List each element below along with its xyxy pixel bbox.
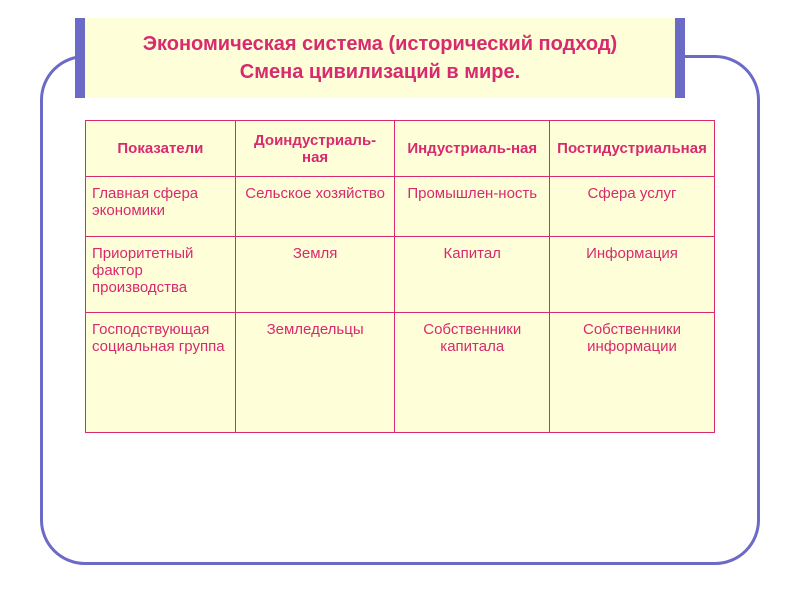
cell: Сфера услуг (550, 177, 715, 237)
header-preindustrial: Доиндустриаль-ная (235, 121, 395, 177)
row-label: Главная сфера экономики (86, 177, 236, 237)
cell: Земледельцы (235, 313, 395, 433)
header-industrial: Индустриаль-ная (395, 121, 550, 177)
civilizations-table: Показатели Доиндустриаль-ная Индустриаль… (85, 120, 715, 433)
table-header-row: Показатели Доиндустриаль-ная Индустриаль… (86, 121, 715, 177)
cell: Информация (550, 237, 715, 313)
title-box: Экономическая система (исторический подх… (75, 18, 685, 98)
row-label: Приоритетный фактор производства (86, 237, 236, 313)
table-row: Господствующая социальная группа Земледе… (86, 313, 715, 433)
cell: Промышлен-ность (395, 177, 550, 237)
header-postindustrial: Постидустриальная (550, 121, 715, 177)
title-line-2: Смена цивилизаций в мире. (240, 58, 520, 86)
table-row: Главная сфера экономики Сельское хозяйст… (86, 177, 715, 237)
header-indicators: Показатели (86, 121, 236, 177)
row-label: Господствующая социальная группа (86, 313, 236, 433)
cell: Земля (235, 237, 395, 313)
table-row: Приоритетный фактор производства Земля К… (86, 237, 715, 313)
cell: Собственники информации (550, 313, 715, 433)
cell: Собственники капитала (395, 313, 550, 433)
cell: Сельское хозяйство (235, 177, 395, 237)
cell: Капитал (395, 237, 550, 313)
title-line-1: Экономическая система (исторический подх… (143, 30, 617, 58)
